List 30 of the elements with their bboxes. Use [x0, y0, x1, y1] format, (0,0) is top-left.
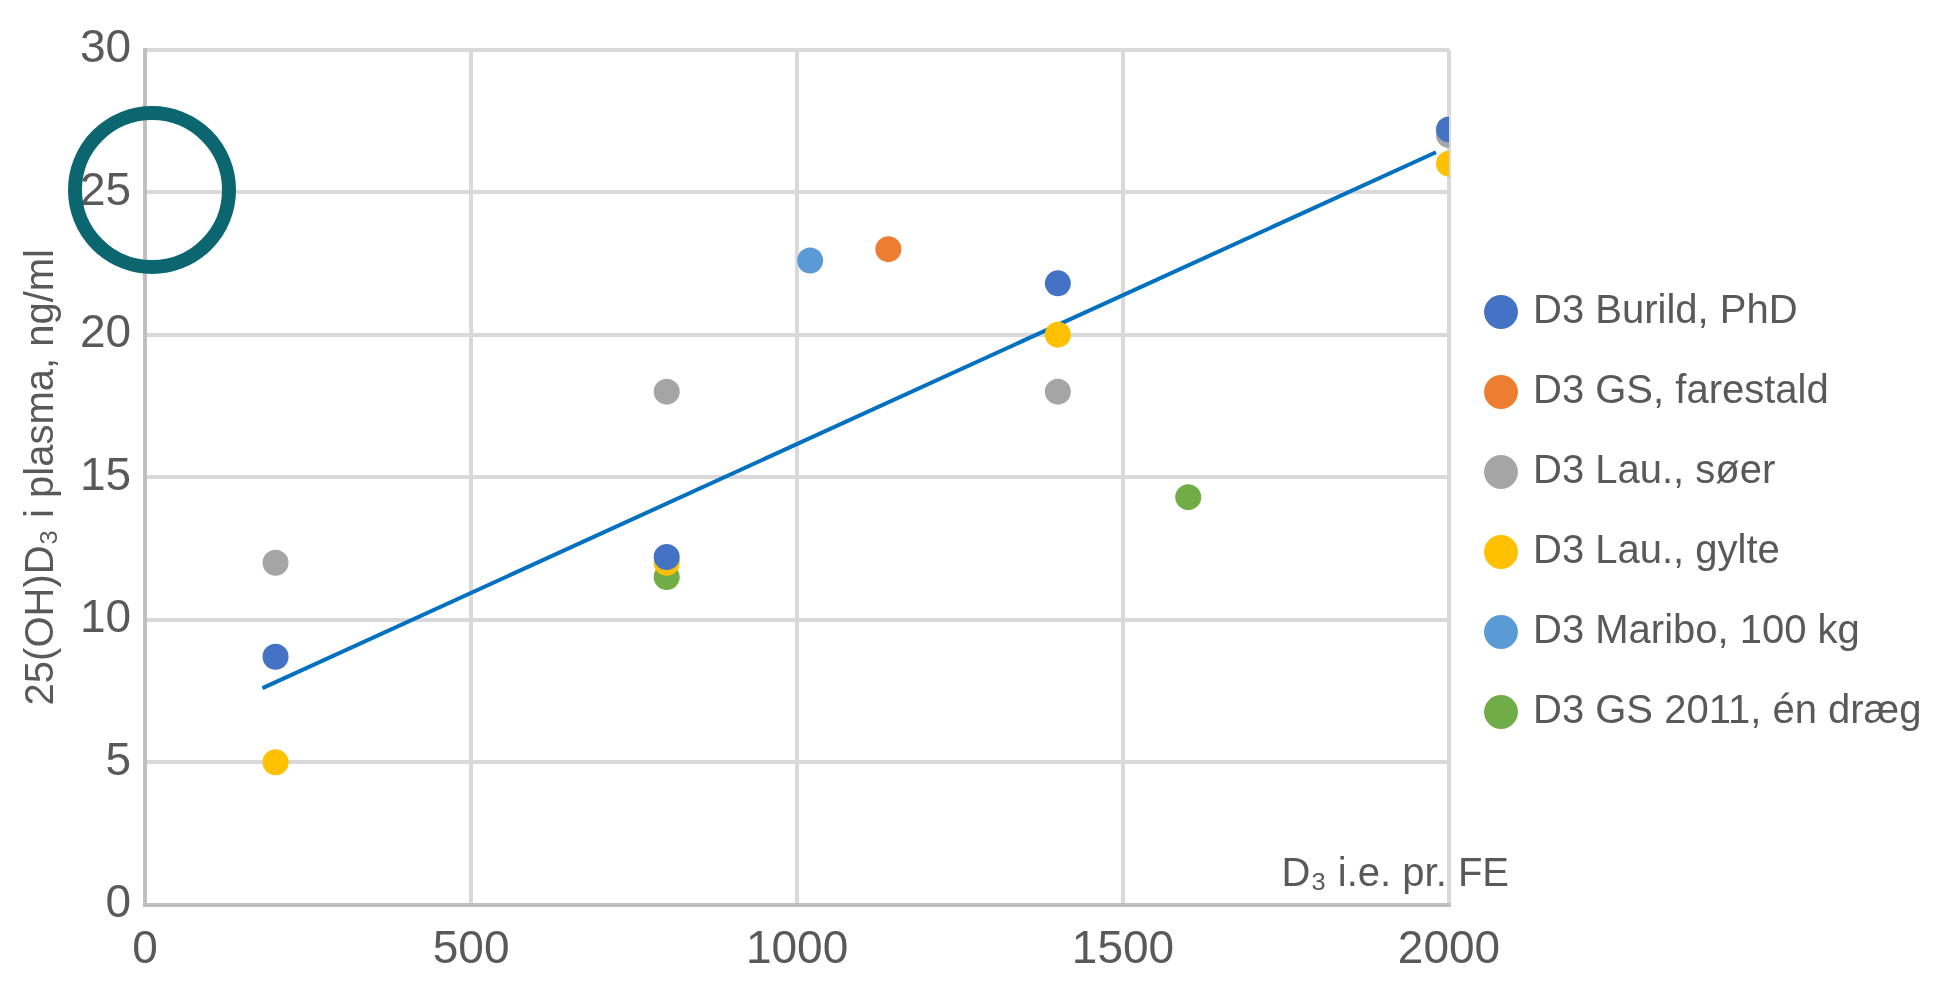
x-tick-label: 1500 [1071, 921, 1175, 974]
y-tick-label: 15 [79, 447, 132, 500]
y-tick-label: 25 [79, 162, 132, 215]
legend-label: D3 Lau., søer [1533, 447, 1776, 492]
y-axis-title: 25(OH)D₃ i plasma, ng/ml [17, 249, 62, 706]
legend-label: D3 Maribo, 100 kg [1533, 607, 1860, 652]
point [653, 544, 680, 571]
y-tick-label: 10 [79, 590, 132, 643]
legend-label: D3 Lau., gylte [1533, 527, 1780, 572]
point [1044, 378, 1071, 405]
x-tick-label: 1000 [745, 921, 849, 974]
point [262, 643, 289, 670]
point [262, 549, 289, 576]
point [653, 378, 680, 405]
legend-label: D3 Burild, PhD [1533, 287, 1798, 332]
point [1175, 484, 1202, 511]
y-tick-label: 5 [105, 732, 132, 785]
point [1044, 321, 1071, 348]
x-axis-title: D₃ i.e. pr. FE [1281, 849, 1509, 894]
x-tick-label: 500 [432, 921, 510, 974]
legend-label: D3 GS, farestald [1533, 367, 1829, 412]
legend-label: D3 GS 2011, én dræg [1533, 687, 1922, 732]
point [262, 749, 289, 776]
x-tick-label: 2000 [1397, 921, 1501, 974]
y-tick-label: 20 [79, 305, 132, 358]
y-tick-label: 30 [79, 20, 132, 73]
point [875, 236, 902, 263]
point [1044, 270, 1071, 297]
point [797, 247, 824, 274]
y-tick-label: 0 [105, 875, 132, 928]
